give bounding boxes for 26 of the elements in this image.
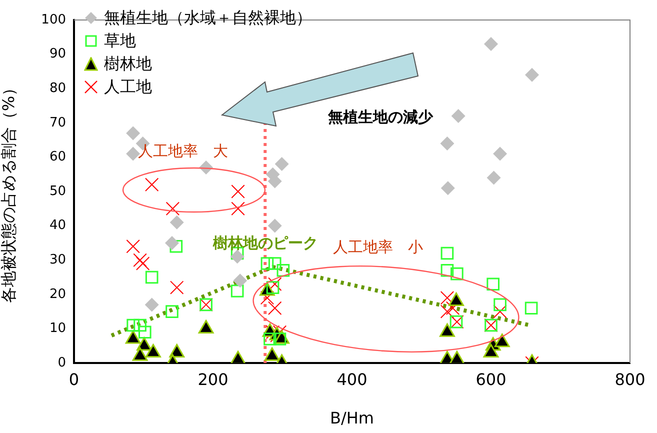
- annotation: 人工地率 大: [138, 142, 228, 160]
- y-tick-label: 50: [49, 184, 66, 199]
- y-tick-label: 0: [58, 355, 66, 370]
- x-tick-label: 200: [198, 370, 228, 389]
- y-tick-label: 100: [41, 12, 66, 28]
- legend-label: 人工地: [104, 76, 152, 98]
- x-tick-label: 800: [614, 370, 646, 389]
- y-tick-label: 40: [49, 218, 66, 234]
- x-tick-label: 400: [336, 370, 368, 389]
- y-tick-label: 90: [49, 46, 66, 62]
- y-axis-title: 各地被状態の占める割合（%）: [0, 80, 18, 304]
- x-tick-label: 600: [476, 370, 506, 389]
- y-tick-label: 60: [49, 150, 66, 165]
- legend-label: 草地: [104, 30, 136, 52]
- annotation: 樹林地のピーク: [212, 234, 318, 252]
- y-tick-label: 20: [49, 286, 66, 302]
- annotation: 人工地率 小: [333, 238, 423, 256]
- legend-label: 樹林地: [104, 53, 152, 75]
- annotation: 無植生地の減少: [327, 108, 434, 126]
- legend-label: 無植生地（水域＋自然裸地）: [104, 7, 312, 29]
- y-tick-label: 30: [49, 252, 66, 268]
- x-axis-title: B/Hm: [330, 408, 374, 428]
- y-tick-label: 10: [49, 321, 66, 336]
- y-tick-label: 80: [49, 80, 66, 96]
- x-tick-label: 0: [68, 370, 80, 389]
- y-tick-label: 70: [49, 115, 66, 130]
